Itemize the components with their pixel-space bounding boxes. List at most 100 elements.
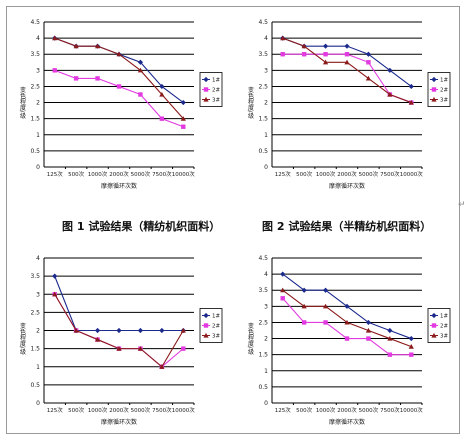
x-tick-label: 125次 [275, 406, 291, 414]
data-point [365, 327, 372, 333]
data-point [137, 327, 144, 334]
x-axis-title: 摩擦循环次数 [329, 182, 365, 190]
x-axis-title: 摩擦循环次数 [101, 418, 137, 426]
data-point [366, 60, 371, 65]
data-point [408, 83, 414, 90]
data-point [116, 84, 122, 89]
data-point [181, 346, 186, 351]
x-tick-label: 2000次 [109, 170, 129, 178]
data-point [344, 52, 350, 57]
data-point [280, 52, 285, 57]
y-tick-label: 2.5 [30, 83, 40, 90]
legend-marker [431, 332, 437, 338]
legend-marker [431, 87, 437, 92]
data-point [344, 319, 350, 325]
figure-frame [6, 6, 460, 434]
data-point [387, 352, 393, 357]
y-tick-label: 0.5 [258, 384, 268, 391]
data-point [73, 327, 79, 333]
data-point [301, 303, 307, 309]
y-tick-label: 0 [264, 400, 268, 407]
data-point [159, 116, 165, 121]
y-tick-label: 1.5 [258, 352, 268, 359]
x-tick-label: 5000次 [359, 406, 379, 414]
data-point [408, 335, 414, 342]
y-tick-label: 1.5 [258, 116, 268, 123]
legend-label: 2# [212, 88, 220, 94]
x-tick-label: 10000次 [400, 170, 423, 178]
y-tick-label: 0 [36, 400, 40, 407]
y-tick-label: 2.5 [30, 309, 40, 316]
y-tick-label: 2 [264, 336, 268, 343]
legend-label: 1# [212, 78, 220, 84]
data-point [365, 75, 372, 81]
y-axis-title: 变色程度/级 [247, 322, 254, 356]
data-point [137, 67, 144, 73]
data-point [52, 35, 58, 41]
x-tick-label: 125次 [47, 406, 63, 414]
data-point [116, 327, 122, 334]
data-point [181, 124, 186, 129]
data-point [94, 336, 101, 342]
data-point [387, 335, 393, 341]
x-tick-label: 500次 [68, 406, 84, 414]
legend-marker [431, 76, 437, 83]
data-point [138, 92, 143, 97]
data-point [95, 76, 100, 81]
y-tick-label: 4 [264, 271, 268, 278]
legend-label: 3# [212, 98, 220, 104]
data-point [301, 43, 307, 49]
legend-label: 1# [212, 314, 220, 320]
y-tick-label: 0 [36, 164, 40, 171]
data-point [159, 91, 165, 97]
x-tick-label: 5000次 [131, 406, 151, 414]
y-tick-label: 1.5 [30, 346, 40, 353]
x-tick-label: 125次 [47, 170, 63, 178]
y-tick-label: 2 [36, 328, 40, 335]
data-point [137, 59, 144, 65]
data-point [365, 51, 372, 57]
data-point [94, 43, 101, 49]
stray-return-mark: ↵ [458, 200, 466, 210]
y-tick-label: 2.5 [258, 83, 268, 90]
data-point [73, 43, 79, 49]
data-point [323, 52, 328, 57]
legend-label: 1# [440, 78, 448, 84]
y-tick-label: 3 [36, 291, 40, 298]
data-point [159, 364, 165, 369]
data-point [322, 303, 329, 309]
x-axis-title: 摩擦循环次数 [101, 182, 137, 190]
data-point [387, 327, 393, 334]
data-point [387, 91, 393, 97]
data-point [301, 287, 307, 293]
legend-marker [431, 312, 437, 319]
legend-label: 2# [212, 324, 220, 330]
x-tick-label: 1000次 [316, 406, 336, 414]
legend-marker [203, 76, 209, 83]
legend-marker [203, 87, 209, 92]
data-point [280, 296, 285, 301]
data-point [344, 303, 350, 309]
x-tick-label: 10000次 [172, 170, 195, 178]
y-tick-label: 3.5 [30, 273, 40, 280]
y-tick-label: 2 [264, 100, 268, 107]
x-tick-label: 2000次 [337, 406, 357, 414]
y-axis-title: 变色程度/级 [19, 322, 26, 356]
legend-label: 3# [440, 98, 448, 104]
y-tick-label: 3.5 [258, 287, 268, 294]
data-point [322, 43, 329, 49]
data-point [94, 327, 101, 334]
x-tick-label: 7500次 [380, 406, 400, 414]
legend-label: 1# [440, 314, 448, 320]
legend-label: 3# [440, 334, 448, 340]
data-point [322, 287, 329, 293]
legend-marker [203, 96, 209, 102]
chart-3: 0 0.5 1 1.5 2 2.5 3 3.5 4 125次 500次 1000次 2000次 5000次… [19, 255, 223, 426]
y-tick-label: 4 [36, 35, 40, 42]
data-point [301, 320, 307, 325]
y-tick-label: 3.5 [30, 51, 40, 58]
y-tick-label: 1 [36, 364, 40, 371]
x-tick-label: 10000次 [172, 406, 195, 414]
y-axis-title: 变色程度/级 [247, 86, 254, 120]
x-tick-label: 1000次 [88, 406, 108, 414]
